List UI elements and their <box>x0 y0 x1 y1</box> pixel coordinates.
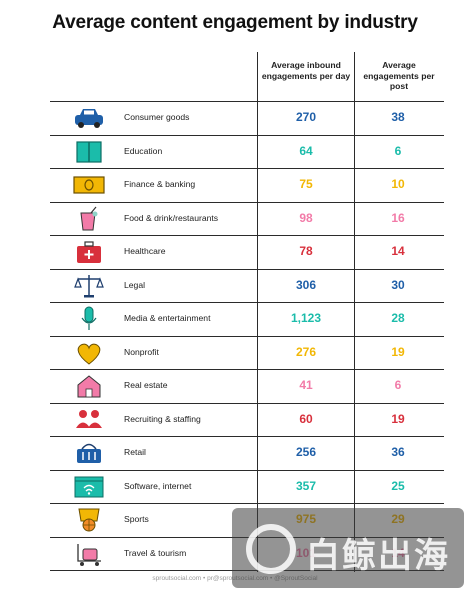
per-day-value: 256 <box>295 445 317 459</box>
column-header-per-post: Average engagements per post <box>363 60 435 91</box>
heart-icon <box>72 339 106 367</box>
industry-label: Legal <box>124 279 146 290</box>
per-day-value: 75 <box>299 177 313 191</box>
per-post-value: 38 <box>391 110 405 124</box>
watermark: 白鲸出海 <box>232 508 464 588</box>
table-row: Consumer goods 270 38 <box>50 101 444 135</box>
car-icon <box>72 104 106 132</box>
table-row: Recruiting & staffing 60 19 <box>50 403 444 437</box>
microphone-icon <box>72 305 106 333</box>
table-row: Retail 256 36 <box>50 436 444 470</box>
per-post-value: 10 <box>391 177 405 191</box>
basketball-hoop-icon <box>72 506 106 534</box>
per-post-value: 6 <box>394 378 402 392</box>
watermark-text: 白鲸出海 <box>306 536 450 576</box>
per-post-value: 30 <box>391 277 405 292</box>
table-row: Healthcare 78 14 <box>50 235 444 269</box>
chart-title: Average content engagement by industry <box>52 12 418 33</box>
industry-label: Healthcare <box>124 246 166 256</box>
banknote-icon <box>72 171 106 199</box>
luggage-cart-icon <box>72 540 106 568</box>
industry-label: Sports <box>124 514 149 524</box>
column-divider <box>354 52 355 572</box>
industry-label: Food & drink/restaurants <box>124 212 219 223</box>
drink-icon <box>72 205 106 233</box>
per-post-value: 14 <box>391 244 405 258</box>
row-divider <box>50 369 444 370</box>
table-row: Education 64 6 <box>50 135 444 169</box>
per-day-value: 276 <box>295 344 317 359</box>
per-post-value: 19 <box>391 411 405 426</box>
per-day-value: 64 <box>299 143 313 158</box>
row-divider <box>50 402 444 404</box>
table-row: Food & drink/restaurants 98 16 <box>50 202 444 236</box>
row-divider <box>50 134 444 136</box>
industry-label: Finance & banking <box>124 179 196 189</box>
row-divider <box>50 168 444 169</box>
industry-label: Software, internet <box>124 480 192 491</box>
row-divider <box>50 268 444 270</box>
industry-label: Real estate <box>124 380 168 390</box>
first-aid-kit-icon <box>72 238 106 266</box>
browser-wifi-icon <box>72 473 106 501</box>
per-day-value: 98 <box>299 210 313 225</box>
row-divider <box>50 335 444 337</box>
book-icon <box>72 138 106 166</box>
per-day-value: 60 <box>299 411 313 426</box>
per-post-value: 16 <box>391 210 405 225</box>
industry-label: Nonprofit <box>124 346 159 357</box>
row-divider <box>50 201 444 203</box>
per-day-value: 270 <box>295 110 317 124</box>
column-header-per-day: Average inbound engagements per day <box>261 60 351 81</box>
row-divider <box>50 302 444 303</box>
whale-g-logo-icon <box>246 524 296 574</box>
industry-label: Travel & tourism <box>124 547 187 558</box>
per-post-value: 6 <box>394 143 402 158</box>
table-row: Real estate 41 6 <box>50 369 444 403</box>
industry-label: Recruiting & staffing <box>124 413 201 424</box>
per-day-value: 41 <box>299 378 313 392</box>
basket-icon <box>72 439 106 467</box>
table-row: Nonprofit 276 19 <box>50 336 444 370</box>
per-post-value: 36 <box>391 445 405 459</box>
table-row: Media & entertainment 1,123 28 <box>50 302 444 336</box>
scales-icon <box>72 272 106 300</box>
per-day-value: 78 <box>299 244 313 258</box>
per-post-value: 19 <box>391 344 405 359</box>
row-divider <box>50 436 444 437</box>
table-row: Software, internet 357 25 <box>50 470 444 504</box>
per-day-value: 306 <box>295 277 317 292</box>
per-day-value: 1,123 <box>290 311 322 325</box>
industry-label: Media & entertainment <box>124 313 211 323</box>
row-divider <box>50 235 444 236</box>
table-row: Finance & banking 75 10 <box>50 168 444 202</box>
per-day-value: 357 <box>295 478 317 493</box>
row-divider <box>50 469 444 471</box>
people-icon <box>72 406 106 434</box>
row-divider <box>50 101 444 102</box>
row-divider <box>50 503 444 504</box>
industry-label: Education <box>124 145 163 156</box>
per-post-value: 28 <box>391 311 405 325</box>
industry-label: Retail <box>124 447 146 457</box>
column-divider <box>257 52 258 572</box>
industry-label: Consumer goods <box>124 112 190 122</box>
house-icon <box>72 372 106 400</box>
table-row: Legal 306 30 <box>50 269 444 303</box>
per-post-value: 25 <box>391 478 405 493</box>
